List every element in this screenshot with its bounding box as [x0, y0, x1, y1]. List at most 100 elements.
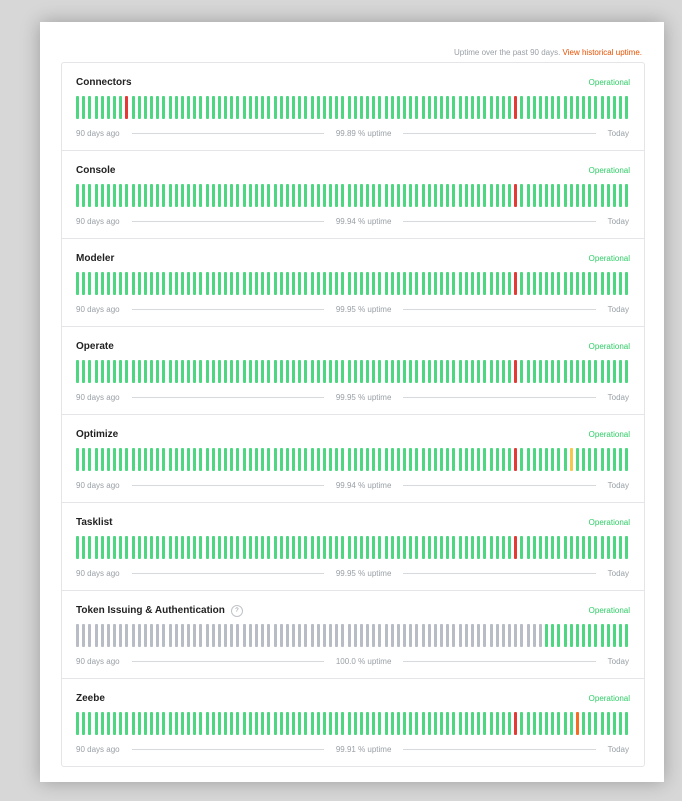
uptime-day-bar[interactable]	[224, 536, 228, 559]
uptime-day-bar[interactable]	[569, 536, 573, 559]
uptime-day-bar[interactable]	[347, 448, 351, 471]
uptime-day-bar[interactable]	[545, 712, 549, 735]
uptime-day-bar[interactable]	[292, 272, 296, 295]
uptime-day-bar[interactable]	[532, 272, 536, 295]
uptime-day-bar[interactable]	[230, 536, 234, 559]
uptime-day-bar[interactable]	[557, 184, 561, 207]
uptime-day-bar[interactable]	[329, 184, 333, 207]
uptime-day-bar[interactable]	[224, 448, 228, 471]
uptime-day-bar[interactable]	[261, 272, 265, 295]
uptime-day-bar[interactable]	[427, 536, 431, 559]
uptime-day-bar[interactable]	[106, 184, 110, 207]
uptime-day-bar[interactable]	[458, 96, 462, 119]
uptime-day-bar[interactable]	[292, 96, 296, 119]
uptime-day-bar[interactable]	[254, 96, 258, 119]
uptime-day-bar[interactable]	[588, 536, 592, 559]
uptime-day-bar[interactable]	[588, 360, 592, 383]
uptime-day-bar[interactable]	[162, 272, 166, 295]
uptime-day-bar[interactable]	[205, 624, 209, 647]
uptime-day-bar[interactable]	[236, 360, 240, 383]
uptime-day-bar[interactable]	[125, 360, 129, 383]
uptime-day-bar[interactable]	[150, 184, 154, 207]
uptime-day-bar[interactable]	[248, 624, 252, 647]
uptime-day-bar[interactable]	[526, 272, 530, 295]
uptime-day-bar[interactable]	[582, 624, 586, 647]
uptime-day-bar[interactable]	[514, 712, 518, 735]
uptime-day-bar[interactable]	[359, 272, 363, 295]
uptime-day-bar[interactable]	[211, 96, 215, 119]
uptime-day-bar[interactable]	[471, 712, 474, 735]
uptime-day-bar[interactable]	[471, 448, 474, 471]
uptime-day-bar[interactable]	[433, 448, 437, 471]
uptime-day-bar[interactable]	[298, 272, 302, 295]
uptime-day-bar[interactable]	[551, 184, 555, 207]
uptime-day-bar[interactable]	[551, 360, 555, 383]
uptime-day-bar[interactable]	[396, 184, 400, 207]
uptime-day-bar[interactable]	[224, 360, 228, 383]
uptime-day-bar[interactable]	[131, 360, 135, 383]
uptime-day-bar[interactable]	[514, 184, 518, 207]
uptime-day-bar[interactable]	[384, 624, 388, 647]
uptime-day-bar[interactable]	[199, 96, 203, 119]
uptime-day-bar[interactable]	[619, 184, 623, 207]
uptime-day-bar[interactable]	[211, 272, 215, 295]
uptime-day-bar[interactable]	[273, 96, 277, 119]
uptime-day-bar[interactable]	[625, 272, 629, 295]
uptime-day-bar[interactable]	[372, 448, 376, 471]
uptime-day-bar[interactable]	[433, 712, 437, 735]
uptime-day-bar[interactable]	[353, 96, 357, 119]
uptime-day-bar[interactable]	[508, 96, 512, 119]
uptime-day-bar[interactable]	[532, 96, 536, 119]
uptime-day-bar[interactable]	[409, 184, 413, 207]
uptime-day-bar[interactable]	[489, 712, 493, 735]
uptime-day-bar[interactable]	[551, 96, 555, 119]
uptime-day-bar[interactable]	[304, 624, 308, 647]
uptime-day-bar[interactable]	[372, 712, 376, 735]
uptime-day-bar[interactable]	[205, 712, 209, 735]
uptime-day-bar[interactable]	[162, 96, 166, 119]
uptime-day-bar[interactable]	[625, 184, 629, 207]
uptime-day-bar[interactable]	[415, 184, 419, 207]
uptime-day-bar[interactable]	[409, 96, 413, 119]
uptime-day-bar[interactable]	[390, 536, 394, 559]
uptime-day-bar[interactable]	[273, 360, 277, 383]
uptime-day-bar[interactable]	[199, 712, 203, 735]
uptime-day-bar[interactable]	[551, 448, 555, 471]
uptime-day-bar[interactable]	[224, 272, 228, 295]
uptime-day-bar[interactable]	[508, 624, 512, 647]
uptime-day-bar[interactable]	[150, 712, 154, 735]
uptime-day-bar[interactable]	[254, 536, 258, 559]
uptime-day-bar[interactable]	[471, 184, 474, 207]
uptime-day-bar[interactable]	[520, 712, 524, 735]
uptime-day-bar[interactable]	[563, 272, 567, 295]
uptime-day-bar[interactable]	[440, 272, 444, 295]
uptime-day-bar[interactable]	[187, 536, 191, 559]
uptime-day-bar[interactable]	[131, 536, 135, 559]
uptime-day-bar[interactable]	[230, 184, 234, 207]
uptime-day-bar[interactable]	[279, 360, 283, 383]
uptime-day-bar[interactable]	[421, 272, 425, 295]
uptime-day-bar[interactable]	[557, 448, 561, 471]
uptime-day-bar[interactable]	[594, 448, 598, 471]
uptime-day-bar[interactable]	[575, 272, 579, 295]
uptime-day-bar[interactable]	[248, 184, 252, 207]
uptime-day-bar[interactable]	[106, 360, 110, 383]
uptime-day-bar[interactable]	[211, 712, 215, 735]
uptime-day-bar[interactable]	[594, 624, 598, 647]
uptime-day-bar[interactable]	[273, 712, 277, 735]
uptime-day-bar[interactable]	[292, 624, 296, 647]
uptime-day-bar[interactable]	[113, 448, 117, 471]
uptime-day-bar[interactable]	[199, 536, 203, 559]
uptime-day-bar[interactable]	[100, 624, 104, 647]
uptime-day-bar[interactable]	[236, 624, 240, 647]
uptime-day-bar[interactable]	[119, 712, 123, 735]
uptime-day-bar[interactable]	[88, 96, 92, 119]
uptime-day-bar[interactable]	[168, 360, 172, 383]
uptime-day-bar[interactable]	[353, 712, 357, 735]
uptime-day-bar[interactable]	[427, 624, 431, 647]
uptime-day-bar[interactable]	[242, 272, 246, 295]
uptime-day-bar[interactable]	[501, 448, 505, 471]
uptime-day-bar[interactable]	[168, 712, 172, 735]
uptime-day-bar[interactable]	[551, 536, 555, 559]
uptime-day-bar[interactable]	[384, 184, 388, 207]
